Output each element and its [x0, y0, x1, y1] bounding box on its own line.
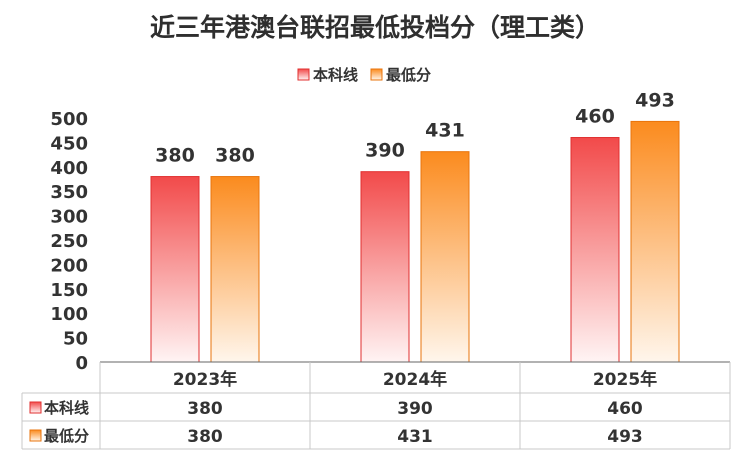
data-label-0-2: 460: [575, 106, 615, 128]
y-tick-label: 50: [63, 329, 88, 350]
y-tick-label: 300: [50, 207, 88, 228]
legend-swatch-0: [297, 68, 310, 81]
y-tick-label: 500: [50, 109, 88, 130]
legend-label-0: 本科线: [313, 66, 358, 84]
bar-1-2: [630, 120, 680, 363]
y-tick-label: 100: [50, 304, 88, 325]
bar-0-0: [150, 176, 200, 363]
table-value-1-1: 431: [397, 427, 433, 447]
table-swatch-1: [29, 429, 42, 442]
data-label-1-1: 431: [425, 120, 465, 142]
chart-title: 近三年港澳台联招最低投档分（理工类）: [150, 13, 600, 42]
y-tick-label: 400: [50, 158, 88, 179]
table-series-name-0: 本科线: [44, 399, 89, 417]
y-tick-label: 0: [75, 353, 88, 374]
legend-label-1: 最低分: [386, 66, 431, 84]
legend: 本科线 最低分: [297, 66, 431, 84]
data-label-0-0: 380: [155, 145, 195, 167]
table-value-0-0: 380: [187, 399, 223, 419]
category-label-2: 2025年: [593, 369, 657, 390]
y-tick-label: 250: [50, 231, 88, 252]
legend-swatch-1: [370, 68, 383, 81]
y-tick-label: 350: [50, 182, 88, 203]
data-label-0-1: 390: [365, 140, 405, 162]
table-value-0-2: 460: [607, 399, 643, 419]
y-tick-label: 450: [50, 133, 88, 154]
category-label-0: 2023年: [173, 369, 237, 390]
table-value-1-0: 380: [187, 427, 223, 447]
bar-0-2: [570, 137, 620, 363]
y-tick-label: 200: [50, 255, 88, 276]
y-tick-label: 150: [50, 280, 88, 301]
table-series-name-1: 最低分: [44, 427, 89, 445]
bar-1-1: [420, 151, 470, 363]
table-value-0-1: 390: [397, 399, 433, 419]
category-label-1: 2024年: [383, 369, 447, 390]
plot-area: 380 380 390 431 460 493: [100, 89, 730, 363]
bar-1-0: [210, 176, 260, 363]
table-value-1-2: 493: [607, 427, 643, 447]
bar-0-1: [360, 171, 410, 363]
table-swatch-0: [29, 401, 42, 414]
data-label-1-2: 493: [635, 89, 675, 111]
y-axis: 0 50 100 150 200 250 300 350 400 450 500: [50, 109, 88, 374]
data-label-1-0: 380: [215, 145, 255, 167]
